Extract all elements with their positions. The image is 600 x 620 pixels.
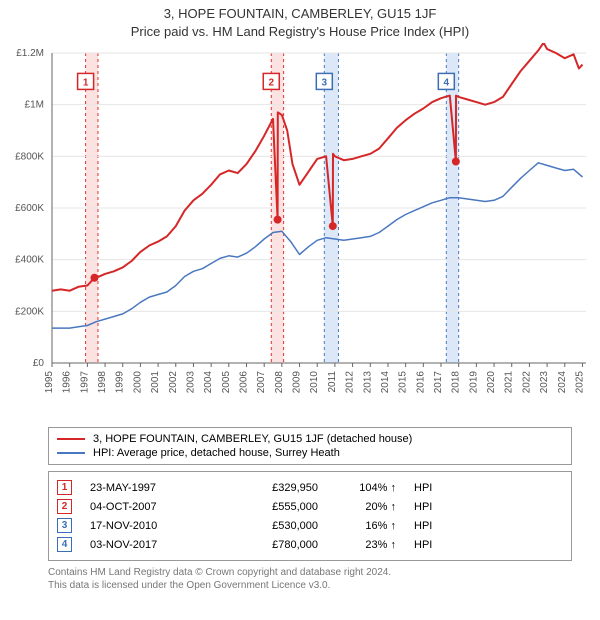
transaction-date: 04-OCT-2007 — [90, 501, 200, 513]
transaction-marker: 3 — [57, 518, 72, 533]
transaction-hpi-label: HPI — [414, 501, 464, 513]
chart-svg: £0 £200K £400K £600K £800K £1M £1.2M 1995 1996 19… — [0, 43, 600, 423]
svg-text:2005: 2005 — [221, 371, 232, 394]
svg-text:2009: 2009 — [292, 371, 303, 394]
svg-text:2019: 2019 — [468, 371, 479, 394]
svg-text:£800K: £800K — [15, 151, 44, 162]
svg-text:2002: 2002 — [168, 371, 179, 394]
chart-container: 3, HOPE FOUNTAIN, CAMBERLEY, GU15 1JF Pr… — [0, 0, 600, 592]
svg-text:2022: 2022 — [521, 371, 532, 394]
svg-text:1996: 1996 — [62, 371, 73, 394]
transaction-row: 1 23-MAY-1997 £329,950 104% ↑ HPI — [57, 478, 563, 497]
svg-text:2008: 2008 — [274, 371, 285, 394]
svg-text:2020: 2020 — [486, 371, 497, 394]
title-block: 3, HOPE FOUNTAIN, CAMBERLEY, GU15 1JF Pr… — [0, 0, 600, 43]
svg-text:2: 2 — [268, 77, 274, 88]
footer-line-1: Contains HM Land Registry data © Crown c… — [48, 567, 572, 580]
title-sub: Price paid vs. HM Land Registry's House … — [0, 24, 600, 39]
svg-text:1997: 1997 — [79, 371, 90, 394]
svg-text:1999: 1999 — [115, 371, 126, 394]
title-main: 3, HOPE FOUNTAIN, CAMBERLEY, GU15 1JF — [0, 6, 600, 21]
footer-line-2: This data is licensed under the Open Gov… — [48, 580, 572, 593]
transaction-date: 17-NOV-2010 — [90, 520, 200, 532]
svg-text:2015: 2015 — [398, 371, 409, 394]
svg-text:2023: 2023 — [539, 371, 550, 394]
transaction-price: £555,000 — [218, 501, 318, 513]
svg-text:2000: 2000 — [132, 371, 143, 394]
legend-row: 3, HOPE FOUNTAIN, CAMBERLEY, GU15 1JF (d… — [57, 432, 563, 446]
transaction-marker: 4 — [57, 537, 72, 552]
transaction-hpi-label: HPI — [414, 482, 464, 494]
legend-label: 3, HOPE FOUNTAIN, CAMBERLEY, GU15 1JF (d… — [93, 433, 412, 445]
svg-text:£400K: £400K — [15, 255, 44, 266]
svg-text:2007: 2007 — [256, 371, 267, 394]
svg-text:£1M: £1M — [25, 100, 44, 111]
svg-text:2021: 2021 — [504, 371, 515, 394]
svg-text:£1.2M: £1.2M — [16, 48, 44, 59]
svg-text:2013: 2013 — [362, 371, 373, 394]
svg-text:3: 3 — [322, 77, 328, 88]
chart-plot: £0 £200K £400K £600K £800K £1M £1.2M 1995 1996 19… — [0, 43, 600, 423]
svg-text:2004: 2004 — [203, 371, 214, 394]
svg-text:2014: 2014 — [380, 371, 391, 394]
svg-text:2012: 2012 — [345, 371, 356, 394]
svg-text:2024: 2024 — [557, 371, 568, 394]
transaction-pct: 23% ↑ — [336, 539, 396, 551]
svg-text:£200K: £200K — [15, 306, 44, 317]
svg-text:1: 1 — [83, 77, 89, 88]
legend-row: HPI: Average price, detached house, Surr… — [57, 446, 563, 460]
transaction-pct: 16% ↑ — [336, 520, 396, 532]
legend-box: 3, HOPE FOUNTAIN, CAMBERLEY, GU15 1JF (d… — [48, 427, 572, 465]
transaction-date: 23-MAY-1997 — [90, 482, 200, 494]
transaction-marker: 1 — [57, 480, 72, 495]
transaction-pct: 104% ↑ — [336, 482, 396, 494]
transaction-price: £780,000 — [218, 539, 318, 551]
transaction-row: 2 04-OCT-2007 £555,000 20% ↑ HPI — [57, 497, 563, 516]
transaction-table: 1 23-MAY-1997 £329,950 104% ↑ HPI 2 04-OCT-200… — [48, 471, 572, 561]
transaction-hpi-label: HPI — [414, 520, 464, 532]
transaction-hpi-label: HPI — [414, 539, 464, 551]
legend-swatch — [57, 452, 85, 454]
legend-swatch — [57, 438, 85, 440]
transaction-row: 3 17-NOV-2010 £530,000 16% ↑ HPI — [57, 516, 563, 535]
svg-text:2006: 2006 — [239, 371, 250, 394]
svg-text:2018: 2018 — [451, 371, 462, 394]
transaction-row: 4 03-NOV-2017 £780,000 23% ↑ HPI — [57, 535, 563, 554]
svg-text:2025: 2025 — [574, 371, 585, 394]
svg-text:2016: 2016 — [415, 371, 426, 394]
svg-text:2017: 2017 — [433, 371, 444, 394]
svg-text:2003: 2003 — [185, 371, 196, 394]
svg-text:1995: 1995 — [44, 371, 55, 394]
transaction-price: £329,950 — [218, 482, 318, 494]
svg-text:£0: £0 — [33, 358, 45, 369]
legend-label: HPI: Average price, detached house, Surr… — [93, 447, 340, 459]
transaction-marker: 2 — [57, 499, 72, 514]
transaction-price: £530,000 — [218, 520, 318, 532]
svg-text:£600K: £600K — [15, 203, 44, 214]
svg-text:2011: 2011 — [327, 371, 338, 393]
svg-text:4: 4 — [444, 77, 450, 88]
svg-text:2010: 2010 — [309, 371, 320, 394]
svg-text:1998: 1998 — [97, 371, 108, 394]
transaction-pct: 20% ↑ — [336, 501, 396, 513]
transaction-date: 03-NOV-2017 — [90, 539, 200, 551]
svg-text:2001: 2001 — [150, 371, 161, 394]
footer-attribution: Contains HM Land Registry data © Crown c… — [48, 567, 572, 592]
